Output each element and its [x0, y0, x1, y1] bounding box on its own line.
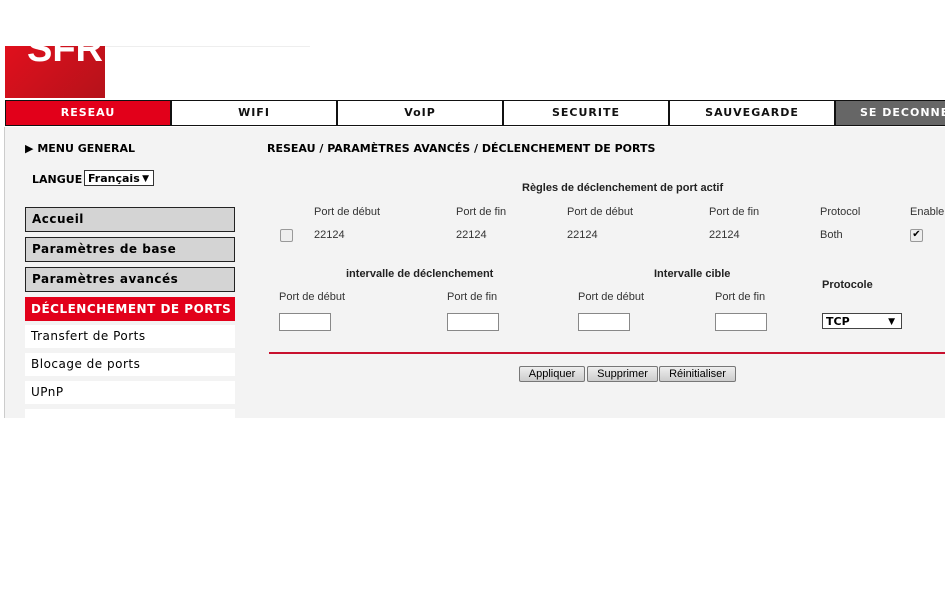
cell: 22124 — [314, 229, 345, 241]
sidebar-item-parametres-base[interactable]: Paramètres de base — [25, 237, 235, 262]
trigger-range-title: intervalle de déclenchement — [346, 268, 494, 280]
sidebar-item-accueil[interactable]: Accueil — [25, 207, 235, 232]
target-start-input[interactable] — [578, 313, 630, 331]
menu-general[interactable]: ▶ MENU GENERAL — [25, 142, 135, 155]
target-range-title: Intervalle cible — [654, 268, 731, 280]
langue-label: LANGUE — [32, 173, 83, 186]
trigger-start-input[interactable] — [279, 313, 331, 331]
label: Port de fin — [447, 291, 498, 303]
triangle-down-icon: ▼ — [142, 174, 149, 184]
row-select-checkbox[interactable] — [280, 229, 293, 242]
tab-wifi[interactable]: WIFI — [171, 100, 337, 126]
label: Port de début — [279, 291, 346, 303]
cell: 22124 — [567, 229, 598, 241]
tab-securite[interactable]: SECURITE — [503, 100, 669, 126]
col-header: Enable — [910, 206, 945, 218]
check-icon: ✔ — [912, 229, 921, 240]
protocol-title: Protocole — [822, 279, 873, 291]
triangle-down-icon: ▼ — [888, 317, 895, 327]
sidebar-item-blocage-ports[interactable]: Blocage de ports — [25, 353, 235, 376]
protocol-select[interactable]: TCP ▼ — [822, 313, 902, 329]
divider — [105, 46, 310, 47]
sidebar-item-cut-off[interactable] — [25, 409, 235, 418]
sidebar-item-transfert-ports[interactable]: Transfert de Ports — [25, 325, 235, 348]
sidebar-item-declenchement-ports[interactable]: DÉCLENCHEMENT DE PORTS — [25, 297, 235, 321]
tab-voip[interactable]: VoIP — [337, 100, 503, 126]
cell: 22124 — [709, 229, 740, 241]
divider — [269, 352, 945, 354]
col-header: Port de début — [567, 206, 634, 218]
sidebar-item-upnp[interactable]: UPnP — [25, 381, 235, 404]
triangle-right-icon: ▶ — [25, 142, 34, 155]
label: Port de fin — [715, 291, 766, 303]
col-header: Port de fin — [456, 206, 507, 218]
trigger-end-input[interactable] — [447, 313, 499, 331]
tab-se-deconnecter[interactable]: SE DECONNECTER — [835, 100, 945, 126]
label: Port de début — [578, 291, 645, 303]
col-header: Port de fin — [709, 206, 760, 218]
cell: Both — [820, 229, 843, 241]
target-end-input[interactable] — [715, 313, 767, 331]
reset-button[interactable]: Réinitialiser — [659, 366, 736, 382]
rules-title: Règles de déclenchement de port actif — [522, 182, 724, 194]
enable-checkbox[interactable]: ✔ — [910, 229, 923, 242]
col-header: Port de début — [314, 206, 381, 218]
tab-sauvegarde[interactable]: SAUVEGARDE — [669, 100, 835, 126]
language-select[interactable]: Français ▼ — [84, 170, 154, 186]
delete-button[interactable]: Supprimer — [587, 366, 658, 382]
sidebar-item-parametres-avances[interactable]: Paramètres avancés — [25, 267, 235, 292]
tab-reseau[interactable]: RESEAU — [5, 100, 171, 126]
main-panel: ▶ MENU GENERAL LANGUE Français ▼ Accueil … — [4, 127, 945, 418]
breadcrumb: RESEAU / PARAMÈTRES AVANCÉS / DÉCLENCHEM… — [267, 142, 656, 155]
col-header: Protocol — [820, 206, 861, 218]
apply-button[interactable]: Appliquer — [519, 366, 585, 382]
sfr-logo: SFR — [5, 46, 105, 98]
cell: 22124 — [456, 229, 487, 241]
